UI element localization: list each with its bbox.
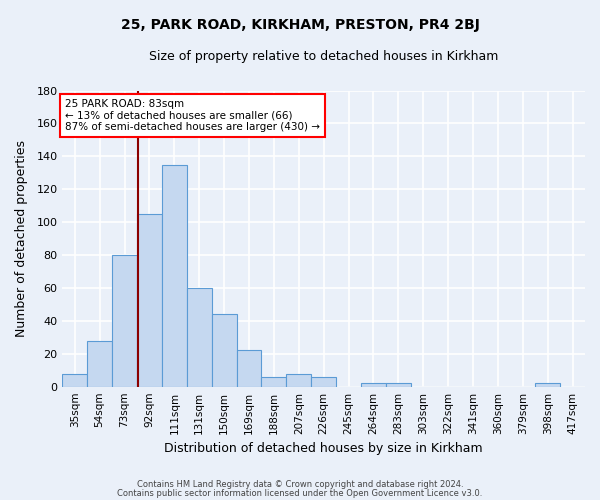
Bar: [286, 374, 311, 386]
Bar: [162, 164, 187, 386]
Bar: [386, 384, 411, 386]
Text: 25 PARK ROAD: 83sqm
← 13% of detached houses are smaller (66)
87% of semi-detach: 25 PARK ROAD: 83sqm ← 13% of detached ho…: [65, 99, 320, 132]
Bar: [535, 384, 560, 386]
Bar: [212, 314, 236, 386]
Bar: [187, 288, 212, 386]
Bar: [137, 214, 162, 386]
Bar: [112, 255, 137, 386]
Bar: [236, 350, 262, 386]
Bar: [262, 377, 286, 386]
Bar: [361, 384, 386, 386]
Text: 25, PARK ROAD, KIRKHAM, PRESTON, PR4 2BJ: 25, PARK ROAD, KIRKHAM, PRESTON, PR4 2BJ: [121, 18, 479, 32]
Bar: [62, 374, 87, 386]
Text: Contains HM Land Registry data © Crown copyright and database right 2024.: Contains HM Land Registry data © Crown c…: [137, 480, 463, 489]
Bar: [311, 377, 336, 386]
X-axis label: Distribution of detached houses by size in Kirkham: Distribution of detached houses by size …: [164, 442, 483, 455]
Text: Contains public sector information licensed under the Open Government Licence v3: Contains public sector information licen…: [118, 488, 482, 498]
Title: Size of property relative to detached houses in Kirkham: Size of property relative to detached ho…: [149, 50, 499, 63]
Bar: [87, 340, 112, 386]
Y-axis label: Number of detached properties: Number of detached properties: [15, 140, 28, 337]
